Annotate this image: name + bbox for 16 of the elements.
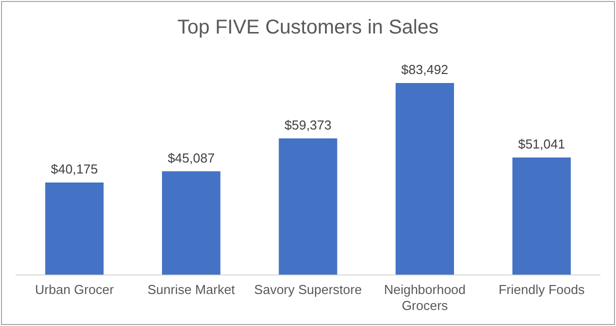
data-label: $45,087 — [168, 150, 215, 166]
bar — [162, 171, 220, 275]
x-tick-label: Sunrise Market — [147, 282, 236, 298]
bar — [45, 182, 104, 275]
data-label: $83,492 — [401, 62, 448, 78]
x-tick-label: Friendly Foods — [498, 282, 586, 298]
x-tick-label: Savory Superstore — [254, 282, 362, 298]
data-label: $59,373 — [284, 117, 332, 132]
chart-title: Top FIVE Customers in Sales — [177, 16, 439, 39]
data-label: $51,041 — [518, 136, 566, 152]
bar — [396, 82, 454, 275]
bar — [278, 138, 338, 275]
x-tick-label: Urban Grocer — [35, 282, 114, 298]
data-label: $40,175 — [50, 162, 98, 177]
bar — [512, 158, 571, 275]
x-tick-label: Neighborhood Grocers — [384, 282, 466, 313]
